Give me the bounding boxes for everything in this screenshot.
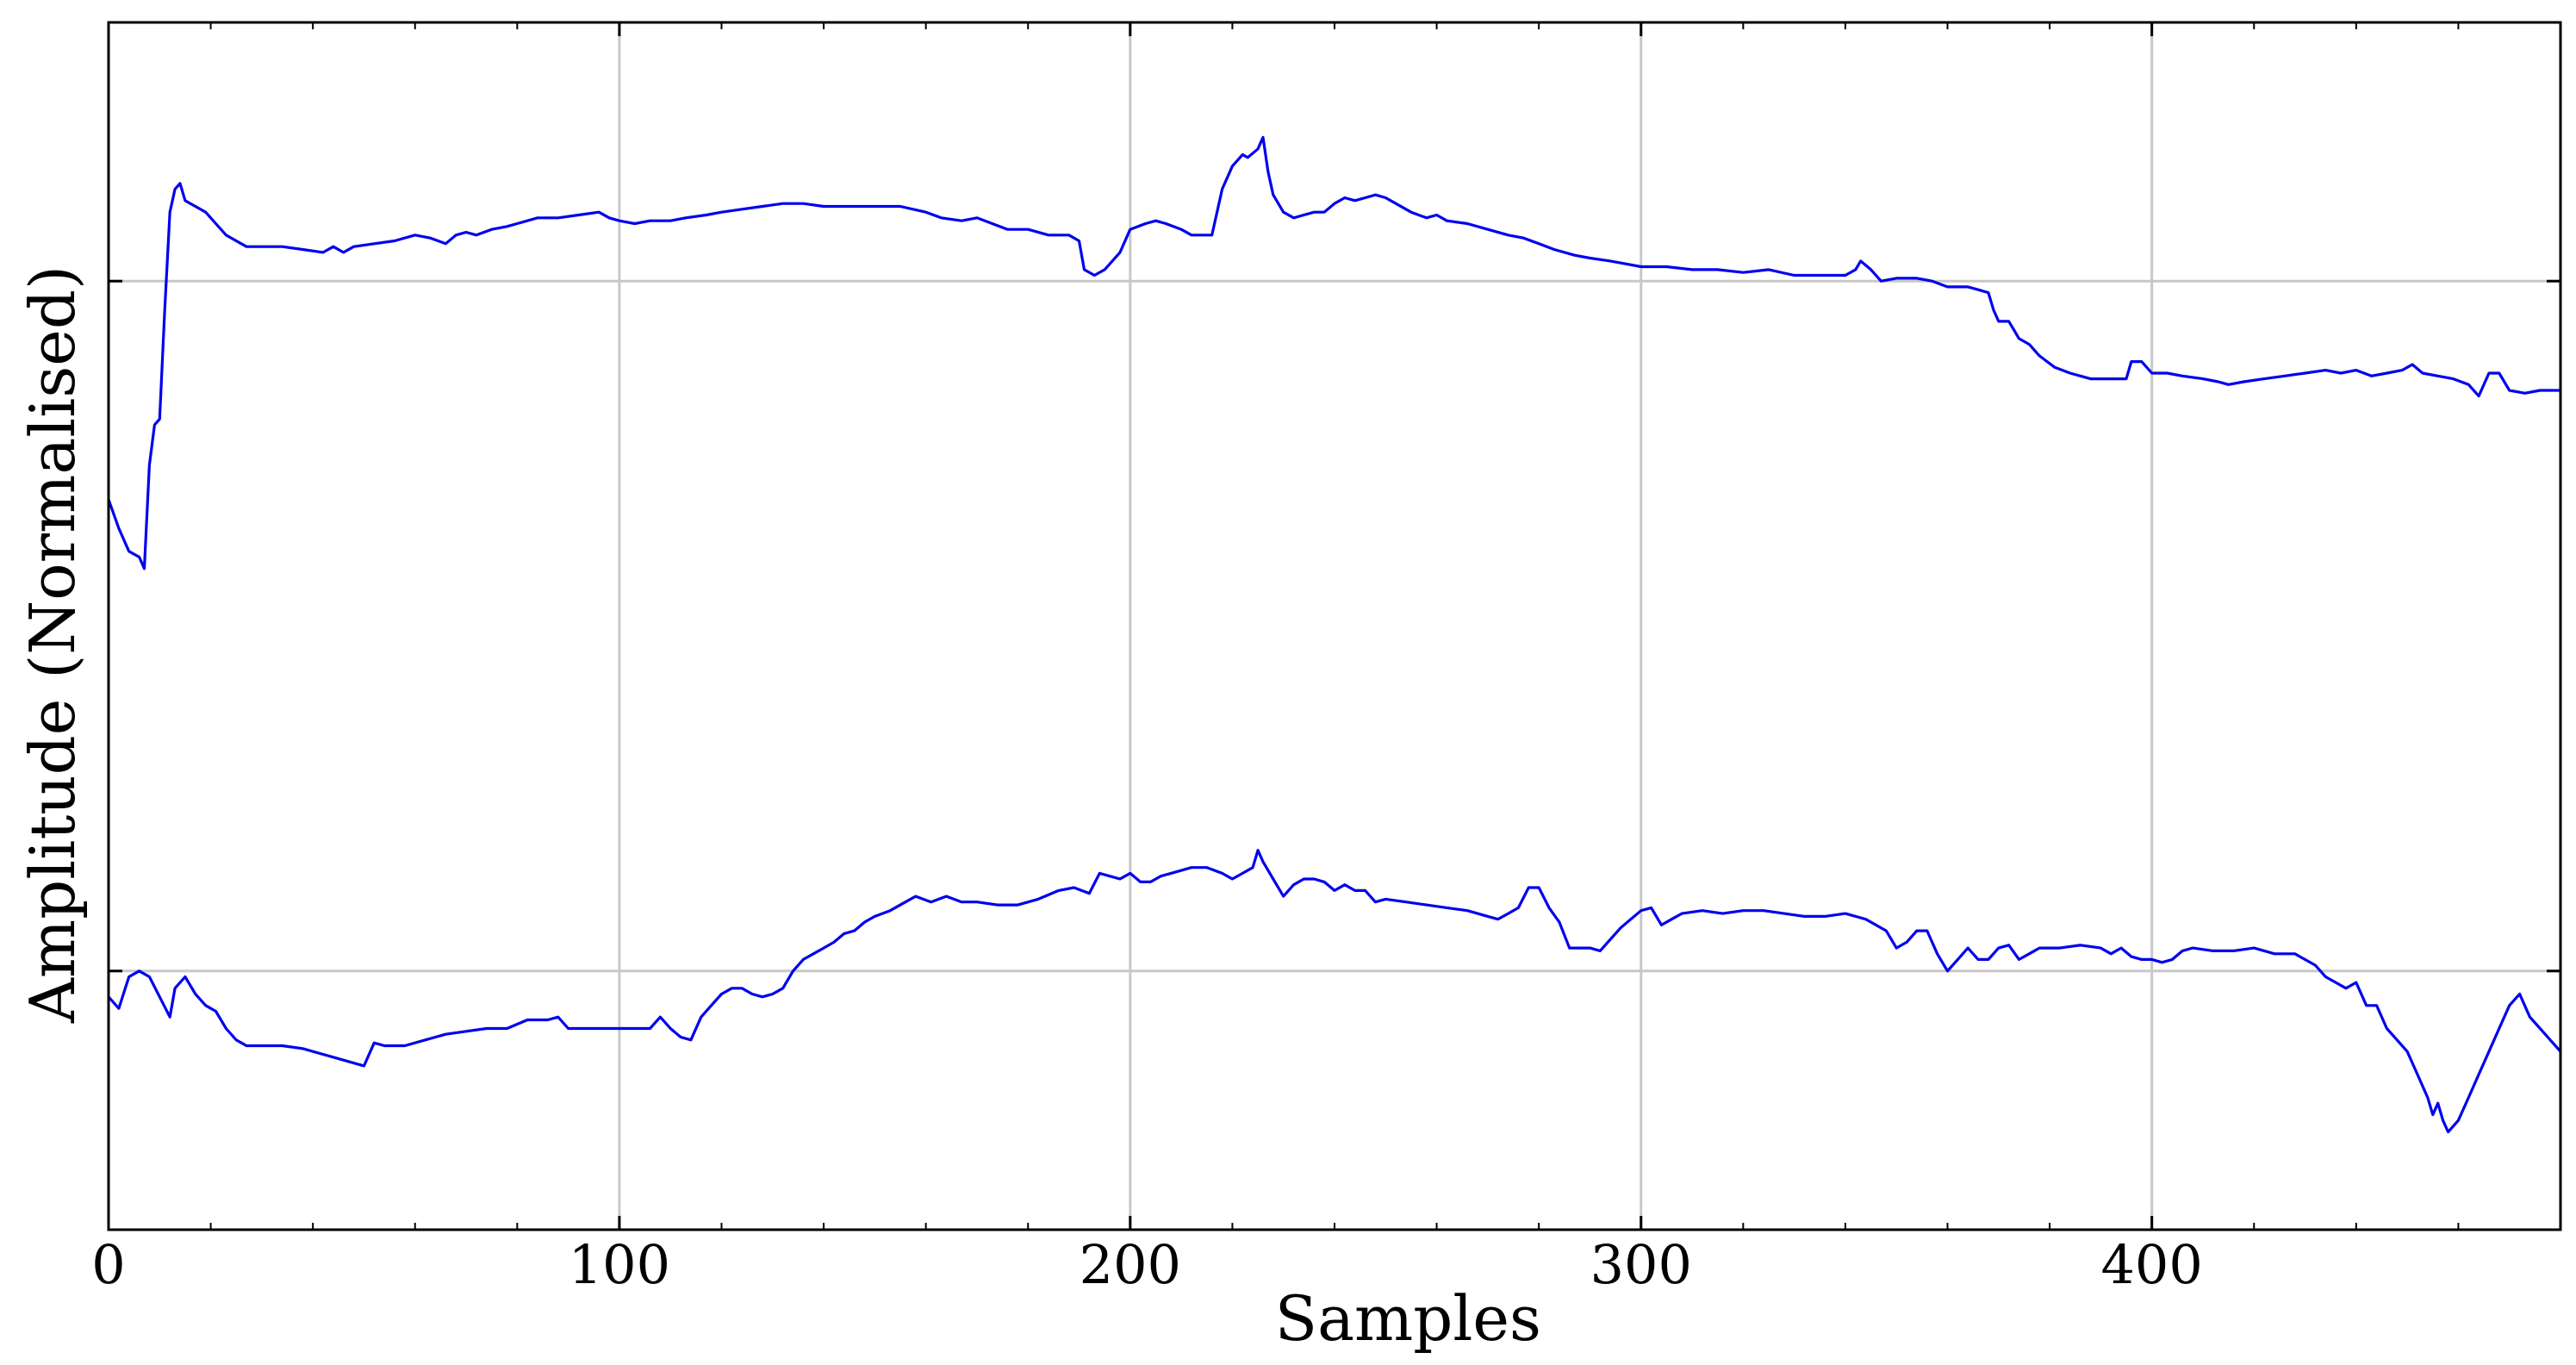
x-tick-label: 300 <box>1590 1233 1692 1296</box>
x-tick-label: 100 <box>569 1233 670 1296</box>
axis-ticks <box>107 22 2561 1230</box>
x-tick-label: 400 <box>2100 1233 2202 1296</box>
x-tick-label: 200 <box>1080 1233 1181 1296</box>
x-tick-labels: 0 100 200 300 400 <box>91 1233 2203 1296</box>
series-line-2 <box>107 849 2562 1134</box>
series-line-1 <box>107 135 2562 570</box>
y-axis-label: Amplitude (Normalised) <box>16 265 89 1024</box>
series-lines <box>107 135 2562 1134</box>
grid-lines <box>109 22 2560 1230</box>
x-tick-label: 0 <box>91 1233 125 1296</box>
x-axis-label: Samples <box>1275 1282 1541 1355</box>
plot-frame <box>107 21 2562 1231</box>
